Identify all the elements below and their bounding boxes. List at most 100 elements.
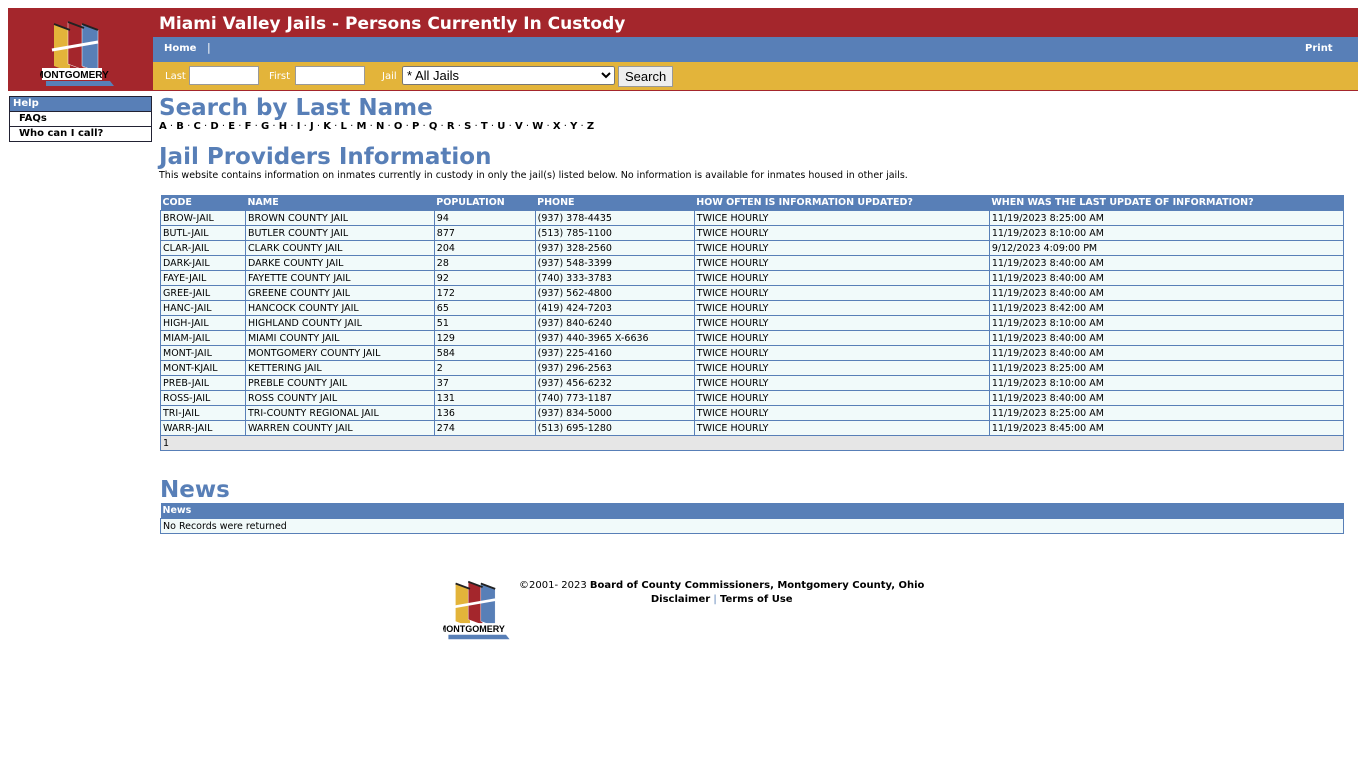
table-cell: HIGHLAND COUNTY JAIL [244, 315, 435, 331]
table-row: DARK-JAIL DARKE COUNTY JAIL 28 (937) 548-33… [160, 255, 1345, 271]
letter-link-y[interactable]: Y [570, 121, 578, 132]
letter-link-l[interactable]: L [340, 121, 347, 132]
table-cell: KETTERING JAIL [244, 360, 435, 376]
table-cell: DARKE COUNTY JAIL [244, 255, 435, 271]
table-row: FAYE-JAIL FAYETTE COUNTY JAIL 92 (740) 333-… [160, 270, 1345, 286]
table-cell: 136 [433, 405, 536, 421]
letter-link-o[interactable]: O [393, 121, 403, 132]
letter-separator: · [505, 121, 515, 132]
letter-separator: · [235, 121, 245, 132]
table-cell: 877 [433, 225, 536, 241]
column-header[interactable]: PHONE [535, 195, 695, 211]
table-cell: 2 [433, 360, 536, 376]
svg-text:MONTGOMERY: MONTGOMERY [443, 624, 505, 634]
letter-link-n[interactable]: N [375, 121, 385, 132]
letter-link-k[interactable]: K [323, 121, 331, 132]
column-header[interactable]: POPULATION [434, 195, 536, 211]
letter-link-b[interactable]: B [176, 121, 184, 132]
search-button[interactable]: Search [618, 66, 674, 87]
letter-link-w[interactable]: W [532, 121, 544, 132]
terms-link[interactable]: Terms of Use [719, 594, 793, 605]
help-sidebar: Help FAQs Who can I call? [9, 96, 152, 142]
last-name-input[interactable] [189, 66, 259, 85]
letter-link-g[interactable]: G [261, 121, 270, 132]
svg-text:MONTGOMERY: MONTGOMERY [40, 70, 109, 81]
letter-link-d[interactable]: D [210, 121, 219, 132]
letter-link-c[interactable]: C [193, 121, 201, 132]
letter-link-f[interactable]: F [244, 121, 252, 132]
table-cell: 274 [433, 420, 536, 436]
letter-separator: · [183, 121, 194, 132]
letter-link-a[interactable]: A [159, 121, 167, 132]
news-empty-message: No Records were returned [160, 518, 1344, 534]
footer: ©2001- 2023 Board of County Commissioner… [519, 580, 924, 605]
table-cell: 172 [433, 285, 536, 301]
table-cell: MONTGOMERY COUNTY JAIL [244, 345, 435, 361]
table-cell: 11/19/2023 8:10:00 AM [988, 225, 1345, 241]
column-header[interactable]: NAME [245, 195, 435, 211]
sidebar-item-faqs[interactable]: FAQs [10, 111, 151, 126]
sidebar-item-who-can-i-call[interactable]: Who can I call? [10, 126, 151, 141]
table-cell: PREBLE COUNTY JAIL [244, 375, 435, 391]
table-cell: (740) 333-3783 [534, 270, 695, 286]
table-cell: (937) 296-2563 [534, 360, 695, 376]
table-cell: FAYETTE COUNTY JAIL [244, 270, 435, 286]
column-header[interactable]: WHEN WAS THE LAST UPDATE OF INFORMATION? [989, 195, 1344, 211]
nav-bar: Home | Print [153, 37, 1358, 62]
search-bar: Last First Jail * All Jails Search [153, 62, 1358, 90]
letter-link-p[interactable]: P [411, 121, 420, 132]
letter-link-v[interactable]: V [514, 121, 523, 132]
table-cell: BROW-JAIL [160, 210, 246, 226]
table-cell: 37 [433, 375, 536, 391]
first-name-input[interactable] [295, 66, 365, 85]
montgomery-county-logo[interactable]: MONTGOMERY [35, 18, 120, 90]
table-row: WARR-JAIL WARREN COUNTY JAIL 274 (513) 695-… [160, 420, 1345, 436]
letter-link-i[interactable]: I [296, 121, 301, 132]
table-cell: TWICE HOURLY [693, 345, 990, 361]
table-cell: FAYE-JAIL [160, 270, 246, 286]
table-cell: 11/19/2023 8:40:00 AM [988, 345, 1345, 361]
letter-link-s[interactable]: S [464, 121, 472, 132]
letter-link-x[interactable]: X [552, 121, 561, 132]
copyright-org: Board of County Commissioners, Montgomer… [589, 580, 925, 591]
table-cell: (937) 378-4435 [534, 210, 695, 226]
table-cell: TRI-JAIL [160, 405, 246, 421]
disclaimer-link[interactable]: Disclaimer [650, 594, 711, 605]
letter-separator: · [471, 121, 481, 132]
letter-link-h[interactable]: H [278, 121, 288, 132]
letter-link-e[interactable]: E [228, 121, 236, 132]
news-table-header: News [160, 503, 1344, 519]
letter-link-q[interactable]: Q [428, 121, 438, 132]
page-number[interactable]: 1 [160, 435, 1344, 451]
table-cell: CLARK COUNTY JAIL [244, 240, 435, 256]
print-link[interactable]: Print [1305, 43, 1333, 54]
footer-separator: | [713, 594, 717, 605]
table-header-row: CODE NAME POPULATION PHONE HOW OFTEN IS INFO… [160, 195, 1344, 211]
table-cell: (937) 225-4160 [534, 345, 695, 361]
letter-link-z[interactable]: Z [586, 121, 595, 132]
table-cell: 584 [433, 345, 536, 361]
column-header[interactable]: HOW OFTEN IS INFORMATION UPDATED? [694, 195, 990, 211]
table-cell: TWICE HOURLY [693, 210, 990, 226]
letter-link-u[interactable]: U [497, 121, 506, 132]
table-cell: 11/19/2023 8:40:00 AM [988, 390, 1345, 406]
column-header[interactable]: CODE [160, 195, 246, 211]
letter-link-t[interactable]: T [480, 121, 488, 132]
letter-separator: · [331, 121, 341, 132]
table-cell: HANCOCK COUNTY JAIL [244, 300, 435, 316]
letter-link-m[interactable]: M [356, 121, 367, 132]
table-cell: HANC-JAIL [160, 300, 246, 316]
table-cell: TWICE HOURLY [693, 390, 990, 406]
table-cell: (937) 328-2560 [534, 240, 695, 256]
letter-link-r[interactable]: R [446, 121, 455, 132]
letter-link-j[interactable]: J [309, 121, 314, 132]
letter-separator: · [577, 121, 587, 132]
table-cell: DARK-JAIL [160, 255, 246, 271]
table-cell: MIAMI COUNTY JAIL [244, 330, 435, 346]
last-label: Last [165, 71, 186, 82]
table-row: MONT-JAIL MONTGOMERY COUNTY JAIL 584 (937) … [160, 345, 1345, 361]
jail-label: Jail [382, 71, 397, 82]
table-cell: TWICE HOURLY [693, 330, 990, 346]
nav-home-link[interactable]: Home [164, 43, 197, 54]
jail-select[interactable]: * All Jails [402, 66, 615, 85]
